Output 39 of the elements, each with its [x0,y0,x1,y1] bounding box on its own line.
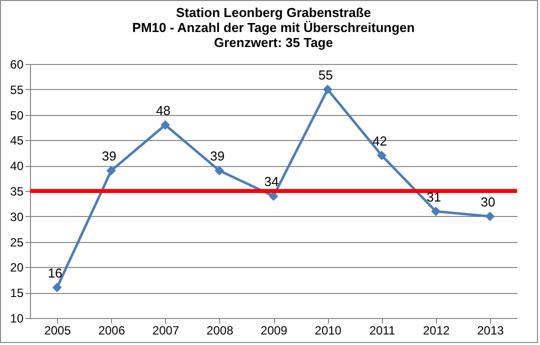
chart-title: Station Leonberg Grabenstraße [176,5,372,20]
x-tick-label: 2013 [477,324,504,338]
y-tick-label: 60 [10,58,24,72]
x-tick-label: 2005 [44,324,72,338]
point [52,282,62,292]
data-label: 31 [426,189,442,204]
data-label: 39 [210,148,225,164]
chart-subtitle: PM10 - Anzahl der Tage mit Überschreitungen Grenzwert: 35 Tage [132,20,415,50]
y-tick-label: 10 [10,312,24,326]
y-tick-label: 35 [10,184,24,198]
point [322,84,332,94]
point [160,120,170,130]
y-tick-label: 45 [10,134,24,148]
y-tick-label: 50 [10,108,24,122]
point [376,150,386,160]
x-tick-label: 2007 [152,324,180,338]
y-tick-label: 40 [10,159,24,174]
x-tick-label: 2009 [260,324,288,338]
data-label: 48 [156,102,171,118]
y-tick-label: 55 [10,82,24,97]
y-tick-label: 15 [10,286,24,300]
data-label: 42 [372,133,387,148]
y-tick-label: 25 [10,235,24,250]
data-label: 55 [318,67,333,82]
data-label: 34 [264,174,279,190]
x-tick-label: 2011 [369,324,396,338]
x-tick-label: 2006 [98,324,126,338]
data-label: 16 [48,266,62,281]
y-tick-label: 20 [10,260,24,275]
y-tick-label: 30 [10,210,24,224]
x-tick-label: 2008 [206,324,234,338]
point [214,166,224,176]
data-label: 30 [480,194,496,210]
x-tick-label: 2010 [314,324,342,338]
data-label: 39 [102,148,116,164]
x-tick-label: 2012 [422,324,450,338]
point [106,166,116,176]
point [431,206,441,216]
point [485,212,495,222]
